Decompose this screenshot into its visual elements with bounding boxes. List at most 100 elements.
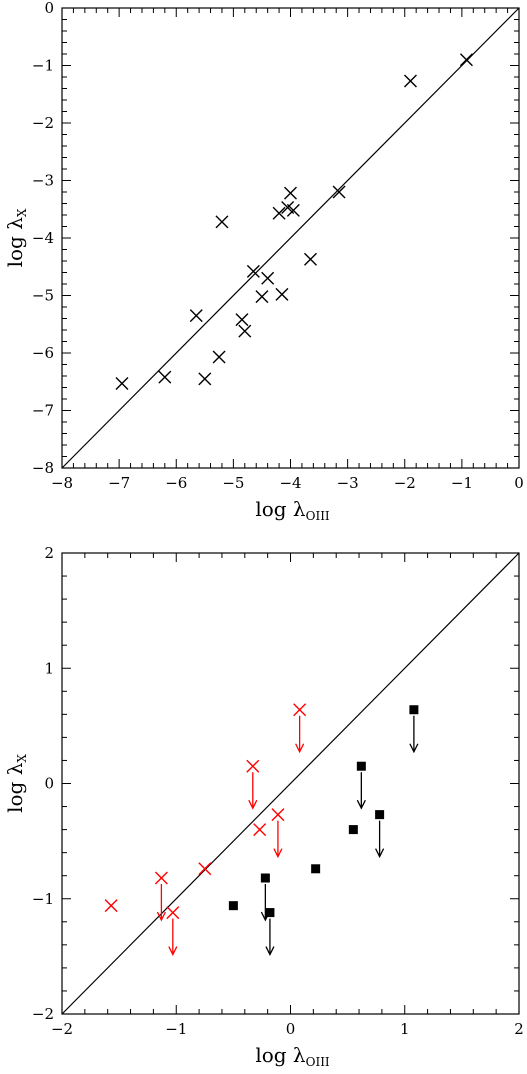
data-point-cross <box>246 759 260 773</box>
data-point-cross <box>332 185 346 199</box>
data-point-cross <box>284 186 297 200</box>
y-tick-label: −7 <box>32 402 54 420</box>
data-point-cross <box>255 290 269 304</box>
data-point-square <box>409 705 419 715</box>
data-point-cross <box>261 271 275 285</box>
y-axis-label: log λX <box>3 754 29 813</box>
y-tick-label: 0 <box>44 0 54 17</box>
cross-stroke <box>286 203 300 217</box>
data-point-cross <box>215 215 229 229</box>
cross-stroke <box>284 186 297 200</box>
cross-stroke <box>238 324 252 338</box>
cross-stroke <box>198 372 212 386</box>
data-point-cross <box>459 53 473 67</box>
x-tick-label: −6 <box>165 474 187 492</box>
x-tick-label: −2 <box>394 474 416 492</box>
cross-stroke <box>158 370 172 384</box>
data-point-cross <box>272 206 286 220</box>
arrow-head <box>248 799 258 810</box>
cross-stroke <box>154 871 168 885</box>
data-point-cross <box>189 309 203 323</box>
arrow-head <box>356 799 366 810</box>
data-point-square <box>311 864 321 874</box>
upper-limit-arrow <box>375 820 385 859</box>
cross-stroke <box>255 290 269 304</box>
cross-stroke <box>235 313 249 327</box>
data-point-cross <box>198 372 212 386</box>
one-to-one-line <box>61 552 520 1015</box>
cross-stroke <box>303 252 317 266</box>
y-tick-label: 0 <box>44 775 54 793</box>
data-point-square <box>260 873 270 883</box>
x-tick-label: −1 <box>451 474 473 492</box>
data-point-cross <box>158 370 172 384</box>
data-point-cross <box>166 906 180 920</box>
data-point-square <box>265 908 275 918</box>
data-point-cross <box>293 703 307 717</box>
x-tick-label: −2 <box>51 1020 73 1038</box>
x-axis-label: log λOIII <box>255 497 330 523</box>
cross-stroke <box>215 215 229 229</box>
y-tick-label: −1 <box>32 890 54 908</box>
upper-limit-arrow <box>156 884 166 922</box>
y-tick-label: −4 <box>32 229 54 247</box>
data-point-cross <box>198 862 212 876</box>
cross-stroke <box>272 206 286 220</box>
x-tick-label: −4 <box>279 474 301 492</box>
cross-stroke <box>246 264 260 278</box>
arrow-head <box>156 911 166 922</box>
upper-limit-arrow <box>273 820 283 859</box>
cross-stroke <box>246 759 260 773</box>
y-tick-label: −6 <box>32 344 54 362</box>
x-tick-label: −7 <box>108 474 130 492</box>
cross-stroke <box>189 309 203 323</box>
cross-stroke <box>281 201 295 215</box>
data-point-square <box>375 810 385 820</box>
cross-stroke <box>332 185 346 199</box>
y-tick-label: 1 <box>44 659 54 677</box>
cross-stroke <box>459 53 473 67</box>
arrow-head <box>265 946 275 957</box>
y-tick-label: −3 <box>32 172 54 190</box>
data-point-square <box>356 761 366 771</box>
data-point-square <box>348 825 358 835</box>
upper-limit-arrow <box>265 918 275 957</box>
arrow-head <box>295 743 305 754</box>
cross-stroke <box>293 703 307 717</box>
data-point-cross <box>238 324 252 338</box>
x-tick-label: −8 <box>51 474 73 492</box>
cross-stroke <box>275 287 289 301</box>
x-tick-label: −3 <box>337 474 359 492</box>
x-tick-label: 0 <box>286 1020 296 1038</box>
data-point-cross <box>212 350 226 364</box>
arrow-head <box>273 848 283 859</box>
upper-limit-arrow <box>168 918 178 957</box>
bottom-panel: −2 −1 0 1 2 −2 −1 0 1 2 log λOIII log λX <box>3 544 524 1069</box>
y-axis-label: log λX <box>3 208 29 267</box>
x-tick-label: 0 <box>514 474 524 492</box>
cross-stroke <box>253 823 267 837</box>
data-point-cross <box>253 823 267 837</box>
data-point-square <box>228 901 238 911</box>
cross-stroke <box>261 271 275 285</box>
y-tick-label: −2 <box>32 1005 54 1023</box>
arrow-head <box>375 848 385 859</box>
x-tick-label: −5 <box>222 474 244 492</box>
data-point-cross <box>275 287 289 301</box>
cross-stroke <box>212 350 226 364</box>
top-panel: −8 −7 −6 −5 −4 −3 −2 −1 0 −8 −7 −6 −5 −4 −3 −2 −1 0 log λO… <box>3 0 524 523</box>
upper-limit-arrow <box>356 772 366 810</box>
x-axis-label: log λOIII <box>255 1043 330 1069</box>
y-tick-label: −1 <box>32 57 54 75</box>
cross-stroke <box>115 376 129 390</box>
x-tick-label: 2 <box>514 1020 524 1038</box>
y-tick-label: −2 <box>32 114 54 132</box>
data-point-cross <box>246 264 260 278</box>
y-tick-label: 2 <box>44 544 54 562</box>
cross-stroke <box>104 899 118 913</box>
y-tick-label: −8 <box>32 459 54 477</box>
cross-stroke <box>271 808 285 822</box>
upper-limit-arrow <box>295 715 305 754</box>
data-point-cross <box>115 376 129 390</box>
